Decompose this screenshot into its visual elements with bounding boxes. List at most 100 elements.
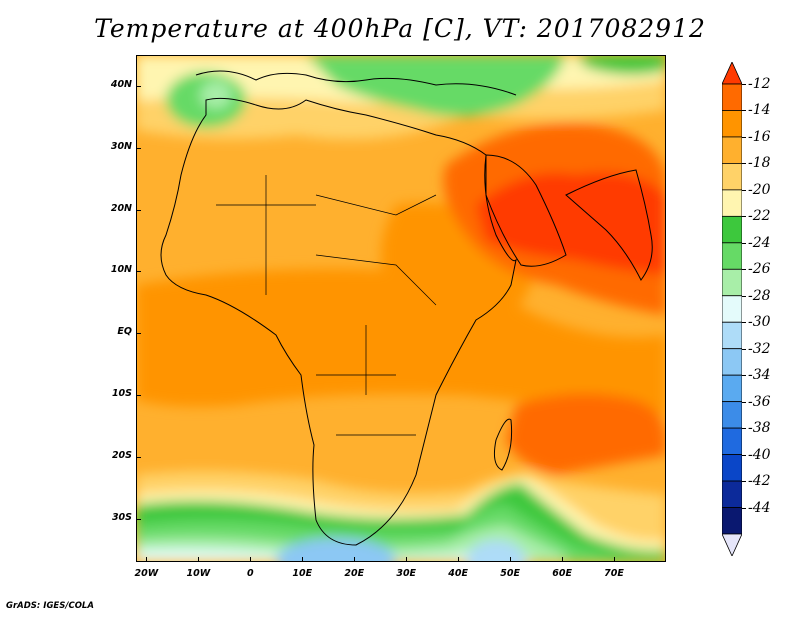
lon-label: 40E [448, 568, 469, 579]
colorbar-tick [742, 507, 746, 509]
lon-label: 10E [292, 568, 313, 579]
colorbar-label: -16 [748, 128, 771, 145]
colorbar-tick [742, 84, 746, 85]
lon-tick [510, 557, 512, 562]
colorbar-segment [722, 268, 742, 297]
colorbar-label: -20 [748, 181, 771, 198]
lon-tick [302, 557, 304, 562]
field-cyan-south [136, 546, 536, 562]
map-frame [136, 55, 666, 562]
colorbar-label: -28 [748, 287, 771, 304]
lon-label: 70E [604, 568, 624, 579]
lat-label: EQ [117, 326, 132, 338]
colorbar-segment [722, 163, 742, 191]
field-band-eq [136, 269, 666, 415]
field-hot-madagascar [506, 393, 666, 475]
colorbar-label: -38 [748, 420, 771, 437]
lon-label: 10W [186, 568, 211, 579]
colorbar-tick [742, 428, 746, 430]
lon-tick [250, 557, 252, 562]
lon-tick [406, 557, 408, 562]
colorbar-label: -12 [748, 76, 771, 92]
colorbar-tick [742, 348, 746, 350]
field-green-med [306, 55, 566, 117]
lat-tick [136, 333, 141, 335]
colorbar-bottom-arrow [722, 533, 742, 556]
colorbar-tick [742, 322, 746, 324]
colorbar-label: -36 [748, 393, 771, 410]
field-green-ne [576, 55, 666, 75]
colorbar-tick [742, 163, 746, 165]
map-title: Temperature at 400hPa [C], VT: 201708291… [94, 14, 706, 43]
lat-label: 10N [110, 264, 132, 276]
colorbar-segment [722, 454, 742, 482]
colorbar-label: -40 [748, 446, 771, 463]
lat-tick [136, 518, 141, 520]
colorbar-tick [742, 295, 746, 297]
lon-tick [614, 557, 616, 562]
lon-label: 60E [552, 568, 572, 579]
field-lightgreen-iberia [200, 81, 232, 109]
colorbar-segment [722, 215, 742, 244]
temperature-field [136, 55, 666, 562]
colorbar-tick [742, 136, 746, 138]
colorbar-segment [722, 401, 742, 429]
lat-label: 30N [110, 140, 132, 152]
colorbar-label: -42 [748, 473, 771, 490]
colorbar-segment [722, 480, 742, 508]
colorbar-segment [722, 110, 742, 138]
lon-tick [146, 557, 148, 562]
colorbar-segment [722, 374, 742, 403]
colorbar-tick [742, 401, 746, 403]
lat-label: 20S [111, 449, 132, 461]
colorbar-segment [722, 242, 742, 270]
lat-tick [136, 395, 141, 397]
arabia-coast [485, 154, 567, 267]
colorbar-label: -32 [748, 340, 771, 357]
lat-tick [136, 456, 141, 458]
colorbar-segment [722, 427, 742, 455]
lat-label: 40N [110, 78, 132, 90]
field-hottest-arabia [476, 172, 666, 275]
colorbar-tick [742, 110, 746, 112]
colorbar-segment [722, 136, 742, 164]
colorbar-segment [722, 507, 742, 535]
colorbar-tick [742, 481, 746, 483]
lon-tick [562, 557, 564, 562]
lat-label: 20N [110, 202, 132, 214]
colorbar-tick [742, 216, 746, 218]
field-blue-south2 [466, 540, 526, 562]
country-borders [216, 175, 437, 436]
lon-label: 0 [247, 568, 254, 579]
colorbar-segment [722, 189, 742, 217]
lon-tick [354, 557, 356, 562]
lon-label: 20E [344, 568, 365, 579]
lon-label: 20W [134, 568, 159, 579]
colorbar-tick [742, 189, 746, 191]
lon-label: 30E [396, 568, 417, 579]
lat-tick [136, 271, 141, 273]
lat-tick [136, 147, 141, 149]
colorbar-label: -24 [748, 234, 771, 251]
field-blue-south1 [276, 538, 396, 562]
colorbar-tick [742, 269, 746, 271]
lon-tick [198, 557, 200, 562]
india-coast [565, 169, 653, 281]
colorbar-label: -34 [748, 367, 771, 384]
lon-tick [458, 557, 460, 562]
colorbar-segment [722, 348, 742, 376]
colorbar-label: -44 [748, 499, 771, 516]
temperature-map [136, 55, 666, 562]
lat-label: 10S [111, 388, 132, 400]
lat-tick [136, 209, 141, 211]
colorbar-tick [742, 375, 746, 377]
colorbar-tick [742, 454, 746, 456]
colorbar-label: -30 [748, 314, 771, 331]
europe-coast [195, 70, 517, 96]
lat-label: 30S [111, 511, 132, 523]
madagascar-coast [494, 418, 513, 471]
colorbar-label: -22 [748, 208, 771, 225]
coastlines [160, 70, 653, 546]
colorbar-label: -26 [748, 261, 771, 278]
colorbar-segment [722, 295, 742, 323]
